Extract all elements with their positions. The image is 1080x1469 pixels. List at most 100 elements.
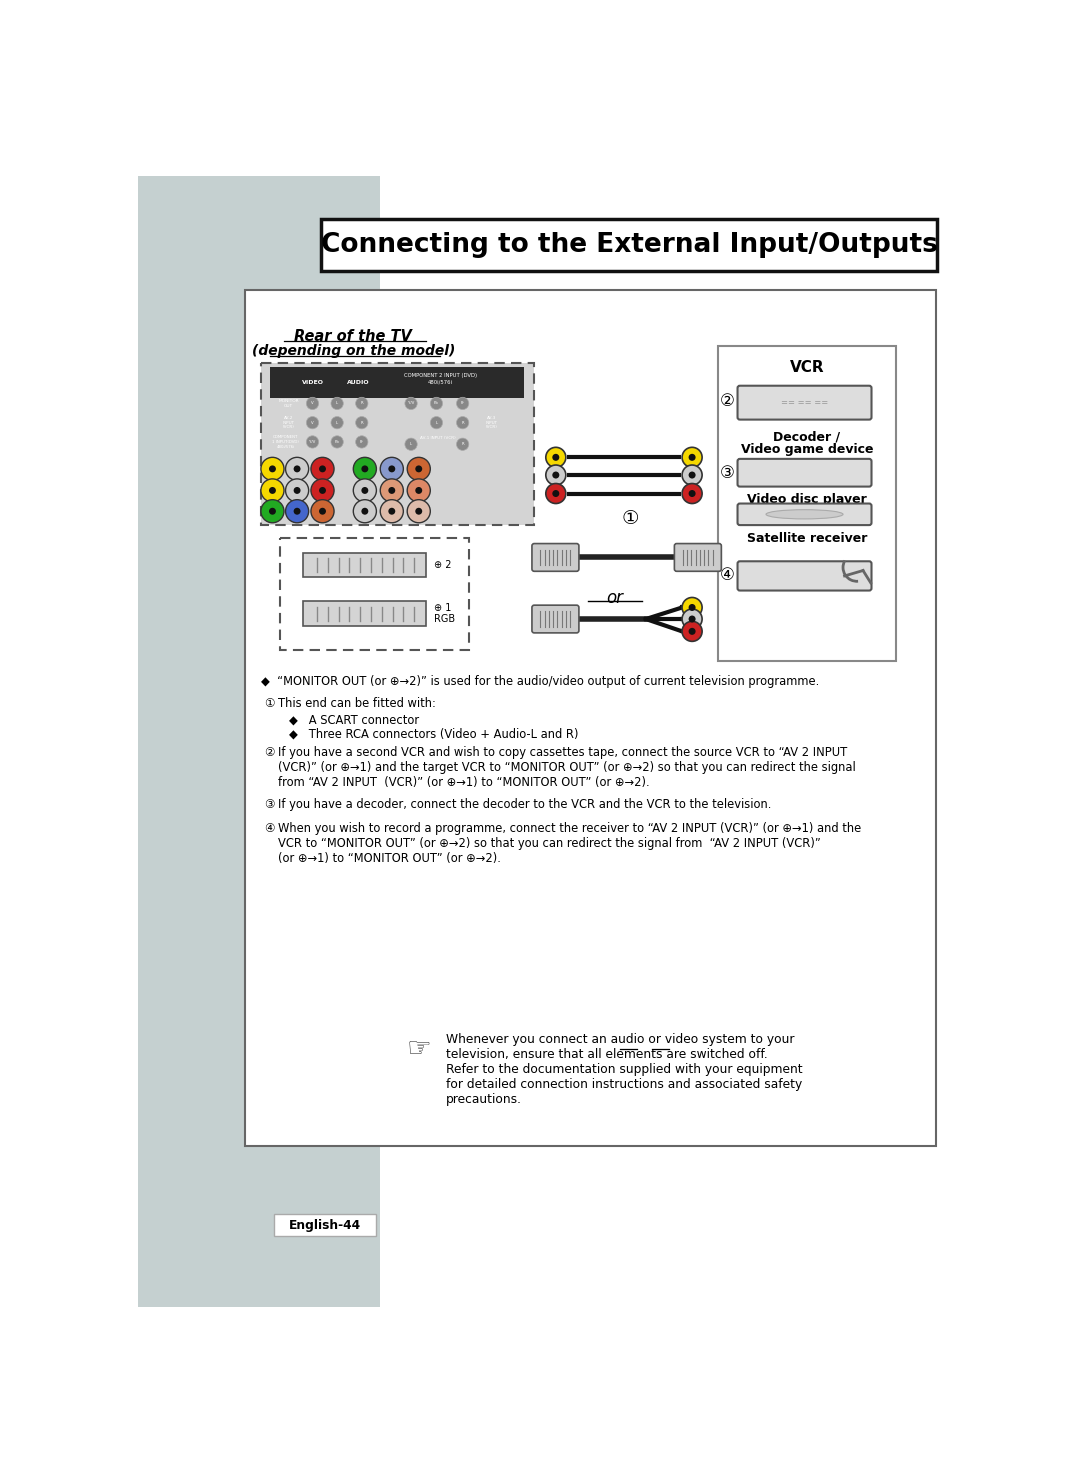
Circle shape (689, 604, 696, 611)
Text: Whenever you connect an audio or video system to your
television, ensure that al: Whenever you connect an audio or video s… (446, 1033, 802, 1106)
Circle shape (330, 417, 343, 429)
Circle shape (689, 616, 696, 623)
Circle shape (683, 610, 702, 629)
Circle shape (430, 397, 443, 410)
Text: ①: ① (264, 696, 274, 710)
FancyBboxPatch shape (303, 601, 427, 626)
FancyBboxPatch shape (303, 552, 427, 577)
Circle shape (330, 436, 343, 448)
Text: R: R (361, 420, 363, 425)
Circle shape (311, 479, 334, 502)
Circle shape (457, 438, 469, 451)
Text: Y/V: Y/V (408, 401, 414, 405)
Text: AV-1 INPUT (VCR): AV-1 INPUT (VCR) (420, 436, 456, 441)
Text: English-44: English-44 (288, 1218, 361, 1231)
Ellipse shape (766, 510, 843, 519)
Text: V: V (311, 401, 314, 405)
Bar (717, 345, 896, 661)
Text: If you have a decoder, connect the decoder to the VCR and the VCR to the televis: If you have a decoder, connect the decod… (278, 799, 771, 811)
Text: ③: ③ (719, 464, 734, 482)
Text: L: L (336, 420, 338, 425)
Text: VIDEO: VIDEO (301, 380, 324, 385)
Text: COMPONENT
1 INPUT(DVD)
480i/576i: COMPONENT 1 INPUT(DVD) 480i/576i (272, 435, 299, 448)
Circle shape (362, 466, 368, 473)
FancyBboxPatch shape (738, 458, 872, 486)
Circle shape (407, 499, 430, 523)
Text: AV-2
INPUT
(VCR): AV-2 INPUT (VCR) (283, 416, 295, 429)
Circle shape (330, 397, 343, 410)
Text: AV-3
INPUT
(VCR): AV-3 INPUT (VCR) (486, 416, 498, 429)
Circle shape (689, 454, 696, 461)
Text: COMPONENT 2 INPUT (DVD)
480i/576i: COMPONENT 2 INPUT (DVD) 480i/576i (404, 373, 477, 385)
Circle shape (285, 457, 309, 480)
Circle shape (307, 397, 319, 410)
Bar (270, 367, 524, 398)
Bar (274, 1215, 377, 1235)
Circle shape (405, 397, 417, 410)
Circle shape (689, 472, 696, 479)
Circle shape (311, 499, 334, 523)
Circle shape (362, 488, 368, 494)
Circle shape (380, 499, 403, 523)
Text: This end can be fitted with:: This end can be fitted with: (278, 696, 435, 710)
Text: ④: ④ (264, 821, 274, 834)
Circle shape (269, 508, 275, 514)
FancyBboxPatch shape (738, 561, 872, 591)
Text: If you have a second VCR and wish to copy cassettes tape, connect the source VCR: If you have a second VCR and wish to cop… (278, 746, 855, 789)
Text: V: V (311, 420, 314, 425)
Circle shape (319, 508, 326, 514)
Text: ⊕ 1
RGB: ⊕ 1 RGB (434, 602, 456, 624)
Text: ③: ③ (264, 799, 274, 811)
Circle shape (362, 508, 368, 514)
Circle shape (683, 448, 702, 467)
Text: L: L (435, 420, 437, 425)
Text: ④: ④ (719, 566, 734, 585)
Circle shape (407, 479, 430, 502)
Circle shape (285, 479, 309, 502)
Circle shape (269, 488, 275, 494)
Circle shape (389, 508, 395, 514)
Circle shape (380, 479, 403, 502)
FancyBboxPatch shape (532, 544, 579, 571)
Text: Pb: Pb (335, 439, 339, 444)
Circle shape (307, 436, 319, 448)
Circle shape (294, 488, 300, 494)
Circle shape (430, 417, 443, 429)
Bar (138, 176, 380, 1307)
Text: Pr: Pr (360, 439, 364, 444)
Circle shape (683, 598, 702, 617)
Circle shape (353, 499, 377, 523)
Text: Decoder /: Decoder / (773, 430, 840, 444)
Text: ①: ① (622, 510, 639, 529)
FancyBboxPatch shape (532, 605, 579, 633)
Circle shape (545, 466, 566, 485)
Circle shape (416, 488, 422, 494)
FancyBboxPatch shape (738, 504, 872, 524)
Circle shape (552, 472, 559, 479)
Circle shape (355, 397, 368, 410)
Text: ⊕ 2: ⊕ 2 (434, 560, 451, 570)
Text: ②: ② (719, 392, 734, 410)
Text: R: R (461, 442, 464, 447)
Text: or: or (607, 589, 623, 607)
Circle shape (311, 457, 334, 480)
Text: Video disc player: Video disc player (747, 494, 867, 507)
Bar (321, 219, 937, 270)
Circle shape (285, 499, 309, 523)
Circle shape (683, 483, 702, 504)
FancyBboxPatch shape (261, 363, 535, 524)
Circle shape (380, 457, 403, 480)
Circle shape (457, 417, 469, 429)
Circle shape (545, 483, 566, 504)
Text: L: L (336, 401, 338, 405)
Text: VCR: VCR (789, 360, 824, 375)
Circle shape (353, 479, 377, 502)
Circle shape (294, 466, 300, 473)
Text: AUDIO: AUDIO (348, 380, 370, 385)
Circle shape (319, 466, 326, 473)
Text: ☞: ☞ (406, 1034, 431, 1064)
Circle shape (355, 417, 368, 429)
Text: Y/V: Y/V (309, 439, 315, 444)
Text: ◆   A SCART connector: ◆ A SCART connector (288, 714, 419, 727)
Text: ◆  “MONITOR OUT (or ⊕→2)” is used for the audio/video output of current televisi: ◆ “MONITOR OUT (or ⊕→2)” is used for the… (261, 676, 819, 689)
